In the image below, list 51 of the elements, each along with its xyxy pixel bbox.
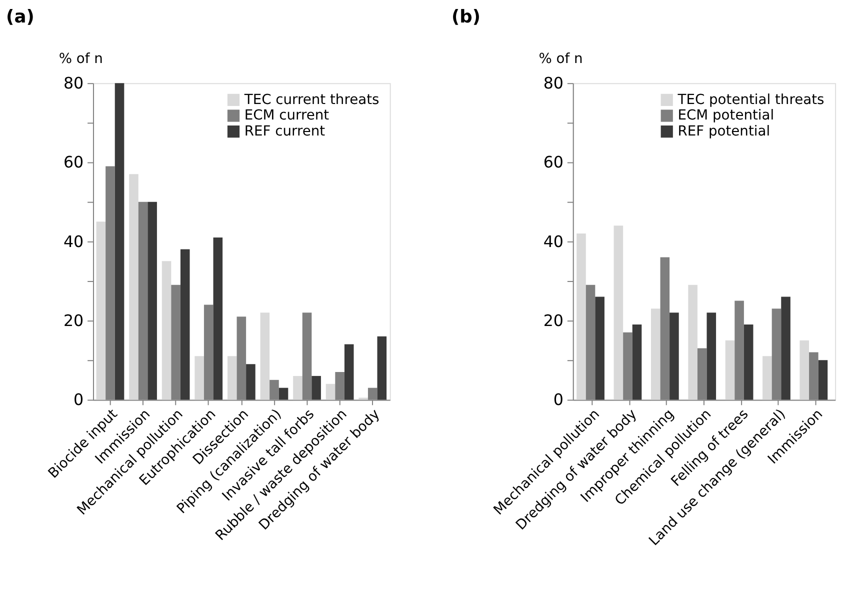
y-tick-label: 20: [543, 310, 564, 330]
bar: [278, 388, 288, 400]
bar: [180, 249, 190, 400]
bar: [213, 237, 223, 400]
y-tick-label: 80: [63, 74, 84, 93]
y-tick-label: 80: [543, 74, 564, 93]
bar: [576, 233, 586, 400]
bar: [614, 226, 624, 400]
bar: [260, 312, 270, 400]
legend-label: ECM potential: [678, 108, 774, 124]
bar: [632, 324, 642, 400]
y-axis-title: % of n: [58, 50, 103, 67]
bar: [293, 376, 302, 400]
bar: [688, 284, 698, 400]
legend-label: REF current: [244, 124, 326, 140]
bar: [227, 356, 237, 400]
bar: [818, 360, 828, 400]
bar: [194, 356, 204, 400]
y-tick-label: 40: [543, 232, 564, 251]
y-tick-label: 60: [63, 152, 84, 172]
legend-label: TEC potential threats: [676, 92, 824, 108]
bar: [326, 384, 336, 400]
bar: [129, 174, 138, 400]
legend-label: ECM current: [244, 108, 330, 124]
bar: [762, 356, 772, 400]
y-tick-label: 0: [553, 390, 564, 410]
chart-title: (b): [451, 6, 480, 28]
bar: [725, 340, 735, 400]
legend-label: TEC current threats: [243, 92, 380, 108]
bar: [595, 296, 604, 400]
bar: [781, 296, 790, 400]
bar: [377, 336, 387, 400]
bar: [148, 202, 157, 400]
chart-title: (a): [6, 6, 34, 28]
y-tick-label: 60: [543, 152, 564, 172]
y-tick-label: 20: [63, 310, 84, 330]
legend-label: REF potential: [678, 124, 770, 140]
bar: [312, 376, 321, 400]
y-tick-label: 0: [74, 390, 84, 410]
bar: [670, 312, 679, 400]
bar: [344, 344, 354, 400]
y-tick-label: 40: [63, 232, 84, 251]
bar: [650, 308, 660, 400]
bar: [246, 364, 256, 400]
bar: [114, 83, 124, 400]
bar: [800, 340, 810, 400]
y-axis-title: % of n: [538, 50, 583, 67]
bar: [162, 261, 172, 400]
bar: [744, 324, 754, 400]
bar: [706, 312, 716, 400]
bar: [96, 222, 106, 400]
